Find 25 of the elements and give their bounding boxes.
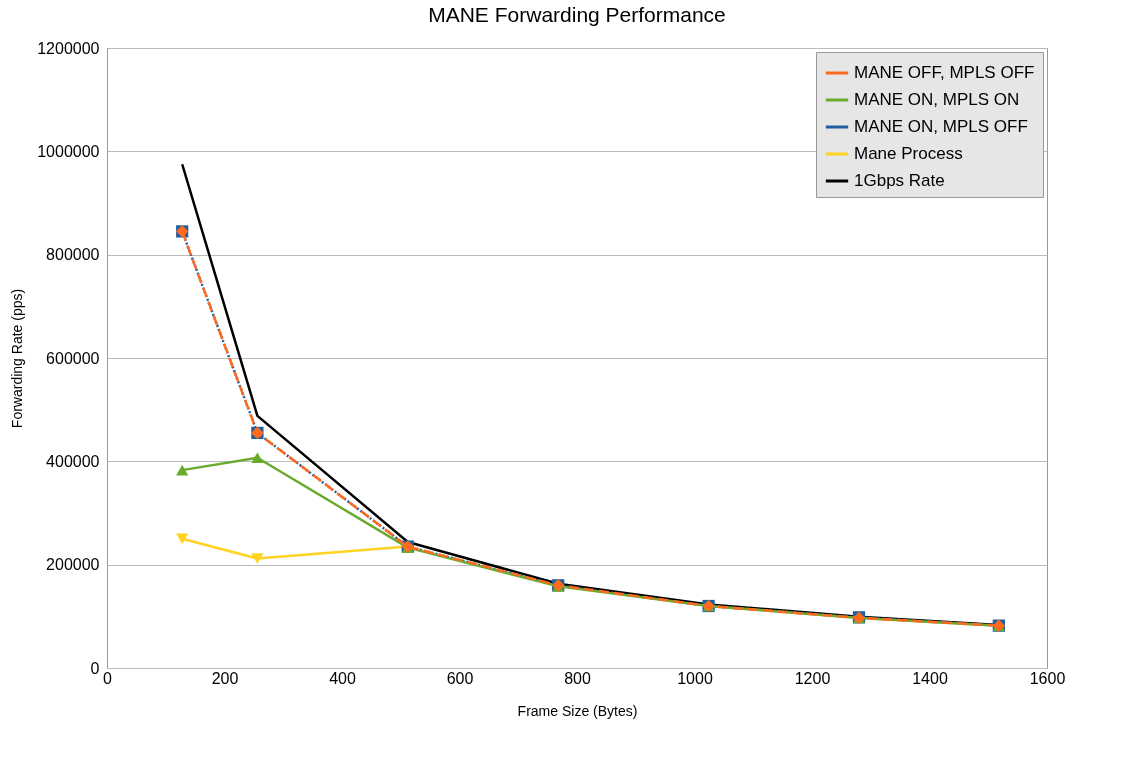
x-tick-label: 1400: [912, 669, 948, 687]
x-tick-label: 600: [446, 669, 474, 687]
x-tick-label: 1000: [677, 669, 713, 687]
y-tick-label: 1000000: [37, 142, 100, 160]
y-tick-label: 800000: [46, 246, 100, 264]
x-axis-title: Frame Size (Bytes): [517, 702, 638, 719]
y-tick-label: 600000: [46, 349, 100, 367]
x-tick-label: 1600: [1029, 669, 1066, 687]
y-tick-label: 400000: [46, 452, 100, 470]
x-tick-label: 0: [103, 669, 113, 687]
x-tick-label: 1200: [794, 669, 831, 687]
legend-label: MANE ON, MPLS ON: [854, 90, 1020, 109]
chart-title: MANE Forwarding Performance: [428, 3, 726, 26]
x-tick-label: 200: [211, 669, 239, 687]
point: [251, 452, 264, 464]
legend-label: Mane Process: [854, 144, 963, 163]
legend-label: 1Gbps Rate: [854, 171, 945, 190]
y-tick-label: 200000: [46, 556, 100, 574]
legend-label: MANE OFF, MPLS OFF: [854, 63, 1035, 82]
y-tick-label: 1200000: [37, 39, 100, 57]
x-tick-label: 800: [564, 669, 591, 687]
y-axis-title: Forwarding Rate (pps): [9, 288, 26, 429]
point: [176, 464, 189, 476]
x-tick-label: 400: [329, 669, 356, 687]
legend-label: MANE ON, MPLS OFF: [854, 117, 1028, 136]
